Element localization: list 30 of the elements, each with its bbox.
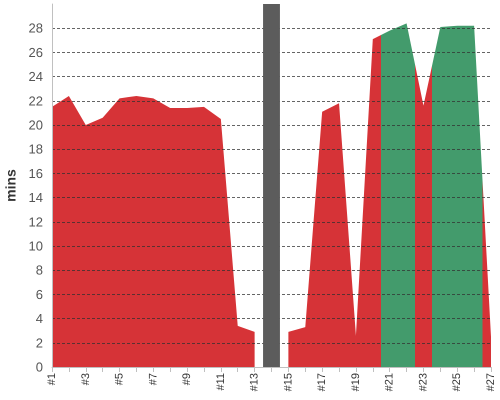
y-tick-label: 22	[28, 93, 43, 108]
y-tick-label: 24	[28, 69, 43, 84]
x-tick-label: #1	[46, 373, 58, 386]
x-tick-label: #3	[80, 373, 92, 386]
x-tick-label: #7	[147, 373, 160, 386]
y-axis-title: mins	[2, 168, 19, 202]
x-tick-label: #23	[417, 373, 430, 392]
y-tick-label: 0	[36, 360, 43, 374]
x-tick-label: #21	[384, 373, 396, 392]
x-tick-label: #19	[350, 373, 362, 392]
x-tick-label: #9	[181, 373, 194, 386]
y-tick-label: 4	[36, 311, 43, 326]
x-tick-label: #27	[485, 373, 497, 392]
y-tick-label: 10	[28, 238, 43, 254]
y-tick-label: 20	[28, 118, 43, 132]
y-tick-label: 12	[28, 214, 43, 230]
y-tick-label: 8	[36, 262, 43, 278]
y-tick-label: 28	[28, 20, 43, 36]
y-tick-label: 18	[28, 142, 43, 157]
x-tick-label: #5	[114, 373, 126, 386]
x-tick-label: #13	[248, 373, 261, 392]
x-tick-label: #25	[451, 373, 464, 392]
y-tick-label: 14	[28, 190, 43, 206]
y-tick-label: 6	[36, 286, 43, 302]
y-tick-label: 26	[28, 44, 43, 60]
x-tick-label: #17	[316, 373, 328, 392]
x-tick-label: #11	[214, 373, 227, 391]
y-tick-label: 2	[36, 335, 43, 350]
x-tick-label: #15	[282, 373, 294, 392]
y-tick-label: 16	[28, 166, 43, 181]
